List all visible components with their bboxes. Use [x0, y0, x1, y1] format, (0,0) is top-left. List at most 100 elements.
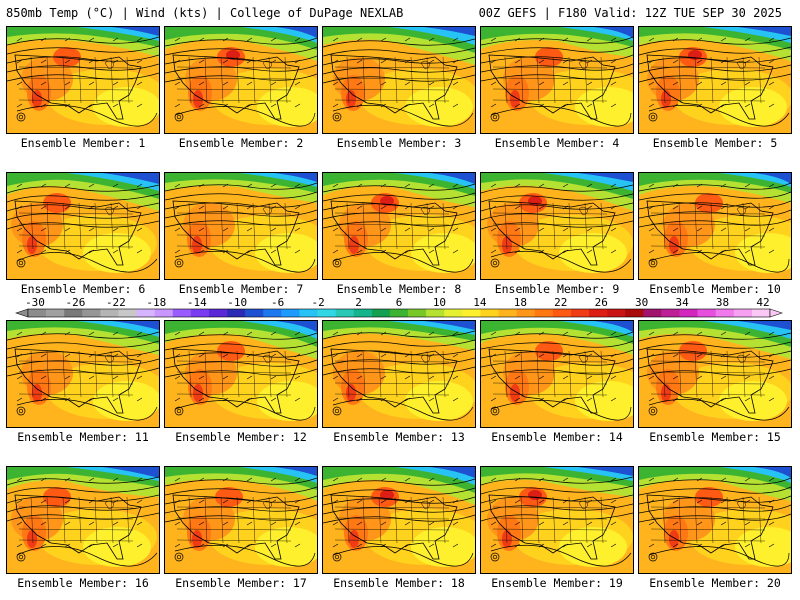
- temperature-field-map: [639, 467, 791, 573]
- map-title: 850mb Temp (°C) | Wind (kts) | College o…: [6, 6, 404, 20]
- colorbar-segment: [516, 309, 536, 317]
- colorbar-segment: [136, 309, 155, 317]
- ensemble-member-map: [638, 172, 792, 280]
- colorbar-segment: [100, 309, 119, 317]
- colorbar-segment: [299, 309, 318, 317]
- colorbar-segment: [64, 309, 83, 317]
- colorbar-tick-label: -2: [311, 296, 324, 309]
- temperature-field-map: [481, 27, 633, 133]
- colorbar-segment: [46, 309, 65, 317]
- colorbar-segment: [227, 309, 246, 317]
- colorbar-segment: [353, 309, 373, 317]
- ensemble-member-label: Ensemble Member: 5: [652, 136, 778, 150]
- ensemble-member-label: Ensemble Member: 18: [333, 576, 465, 590]
- colorbar-segment: [462, 309, 481, 317]
- ensemble-member-map: [480, 172, 634, 280]
- ensemble-member-label: Ensemble Member: 13: [333, 430, 465, 444]
- colorbar-segment: [552, 309, 572, 317]
- ensemble-member-label: Ensemble Member: 1: [20, 136, 146, 150]
- ensemble-member-map: [6, 26, 160, 134]
- colorbar-tick-label: 42: [756, 296, 769, 309]
- colorbar-segment: [426, 309, 445, 317]
- colorbar-tick-label: 6: [396, 296, 403, 309]
- colorbar-tick-label: -10: [227, 296, 247, 309]
- ensemble-member-label: Ensemble Member: 10: [649, 282, 781, 296]
- colorbar-segment: [28, 309, 47, 317]
- ensemble-member-map: [322, 172, 476, 280]
- temperature-field-map: [639, 173, 791, 279]
- colorbar-segment: [317, 309, 336, 317]
- colorbar-left-arrow: [15, 308, 29, 318]
- temperature-field-map: [7, 321, 159, 427]
- colorbar-tick-label: 2: [355, 296, 362, 309]
- ensemble-member-map: [480, 26, 634, 134]
- temperature-field-map: [639, 321, 791, 427]
- colorbar-segment: [335, 309, 355, 317]
- ensemble-member-label: Ensemble Member: 6: [20, 282, 146, 296]
- ensemble-member-label: Ensemble Member: 20: [649, 576, 781, 590]
- temperature-field-map: [7, 27, 159, 133]
- header-bar: 850mb Temp (°C) | Wind (kts) | College o…: [0, 0, 800, 24]
- ensemble-member-label: Ensemble Member: 9: [494, 282, 620, 296]
- colorbar-segment: [371, 309, 391, 317]
- colorbar-segment: [715, 309, 735, 317]
- colorbar-segment: [444, 309, 463, 317]
- temperature-field-map: [481, 173, 633, 279]
- ensemble-member-map: [322, 26, 476, 134]
- ensemble-member-map: [638, 320, 792, 428]
- ensemble-member-map: [6, 172, 160, 280]
- colorbar-segment: [263, 309, 282, 317]
- colorbar-segment: [733, 309, 753, 317]
- colorbar-segment: [190, 309, 210, 317]
- ensemble-member-map: [322, 320, 476, 428]
- colorbar-tick-label: 18: [514, 296, 527, 309]
- colorbar-segment: [154, 309, 174, 317]
- colorbar-tick-label: -6: [271, 296, 284, 309]
- ensemble-member-map: [480, 320, 634, 428]
- colorbar-segment: [607, 309, 626, 317]
- temperature-field-map: [323, 467, 475, 573]
- colorbar-tick-label: -22: [106, 296, 126, 309]
- colorbar-tick-label: -30: [25, 296, 45, 309]
- colorbar-tick-label: -14: [187, 296, 207, 309]
- colorbar-tick-label: 10: [433, 296, 446, 309]
- ensemble-member-map: [164, 172, 318, 280]
- ensemble-member-label: Ensemble Member: 12: [175, 430, 307, 444]
- ensemble-member-label: Ensemble Member: 4: [494, 136, 620, 150]
- colorbar-segment: [498, 309, 517, 317]
- temperature-field-map: [323, 173, 475, 279]
- colorbar-tick-label: 22: [554, 296, 567, 309]
- ensemble-member-map: [638, 466, 792, 574]
- valid-time-title: 00Z GEFS | F180 Valid: 12Z TUE SEP 30 20…: [478, 6, 782, 20]
- ensemble-member-map: [322, 466, 476, 574]
- temperature-field-map: [165, 173, 317, 279]
- colorbar-graphic: -30 -26 -22 -18 -14 -10 -6 -2 2 6 10 14 18 22 26 30 34 38…: [15, 296, 783, 318]
- temperature-field-map: [481, 321, 633, 427]
- temperature-field-map: [323, 27, 475, 133]
- colorbar-tick-label: 26: [595, 296, 608, 309]
- colorbar-segment: [208, 309, 228, 317]
- ensemble-member-map: [638, 26, 792, 134]
- temperature-field-map: [7, 173, 159, 279]
- ensemble-member-label: Ensemble Member: 16: [17, 576, 149, 590]
- temperature-colorbar: -30 -26 -22 -18 -14 -10 -6 -2 2 6 10 14 18 22 26 30 34 38…: [0, 296, 800, 320]
- colorbar-segment: [389, 309, 409, 317]
- ensemble-member-label: Ensemble Member: 14: [491, 430, 623, 444]
- colorbar-segment: [679, 309, 698, 317]
- colorbar-segment: [118, 309, 137, 317]
- colorbar-segment: [643, 309, 662, 317]
- temperature-field-map: [165, 467, 317, 573]
- temperature-field-map: [7, 467, 159, 573]
- colorbar-segment: [589, 309, 608, 317]
- ensemble-member-label: Ensemble Member: 17: [175, 576, 307, 590]
- temperature-field-map: [639, 27, 791, 133]
- colorbar-tick-label: -18: [146, 296, 166, 309]
- colorbar-tick-label: 30: [635, 296, 648, 309]
- ensemble-member-label: Ensemble Member: 15: [649, 430, 781, 444]
- ensemble-member-map: [164, 320, 318, 428]
- ensemble-member-map: [164, 26, 318, 134]
- colorbar-segment: [625, 309, 644, 317]
- ensemble-member-label: Ensemble Member: 2: [178, 136, 304, 150]
- colorbar-tick-label: 34: [675, 296, 689, 309]
- colorbar-segment: [661, 309, 680, 317]
